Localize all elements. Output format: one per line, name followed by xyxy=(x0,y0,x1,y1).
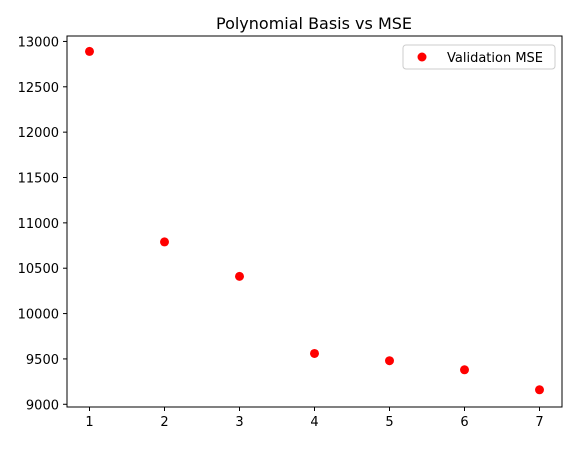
legend-marker xyxy=(417,52,427,62)
y-tick-label: 10000 xyxy=(18,308,59,323)
y-tick-label: 9500 xyxy=(26,353,59,368)
y-tick-label: 12500 xyxy=(18,81,59,96)
data-points xyxy=(85,46,544,395)
x-tick-label: 6 xyxy=(460,415,468,430)
x-tick-label: 3 xyxy=(235,415,243,430)
legend: Validation MSE xyxy=(402,44,556,70)
x-tick-label: 2 xyxy=(160,415,168,430)
data-point xyxy=(535,385,544,395)
y-tick-label: 10500 xyxy=(18,262,59,277)
x-tick-label: 5 xyxy=(385,415,393,430)
chart-title: Polynomial Basis vs MSE xyxy=(216,14,412,33)
y-tick-label: 11500 xyxy=(18,172,59,187)
y-tick-label: 13000 xyxy=(18,35,59,50)
y-tick-label: 11000 xyxy=(18,217,59,232)
x-tick-label: 1 xyxy=(85,415,93,430)
y-tick-label: 9000 xyxy=(26,398,59,413)
x-axis: 1 2 3 4 5 6 7 xyxy=(85,407,544,430)
plot-frame xyxy=(66,35,563,408)
data-point xyxy=(385,356,394,366)
data-point xyxy=(160,237,169,247)
y-tick-label: 12000 xyxy=(18,126,59,141)
y-axis: 9000 9500 10000 10500 11000 11500 12000 12500 13… xyxy=(18,35,67,413)
data-point xyxy=(460,365,469,375)
data-point xyxy=(310,348,319,358)
x-tick-label: 7 xyxy=(535,415,543,430)
x-tick-label: 4 xyxy=(310,415,318,430)
legend-label: Validation MSE xyxy=(447,51,543,66)
data-point xyxy=(235,271,244,281)
legend-box xyxy=(402,44,556,70)
data-point xyxy=(85,46,94,56)
